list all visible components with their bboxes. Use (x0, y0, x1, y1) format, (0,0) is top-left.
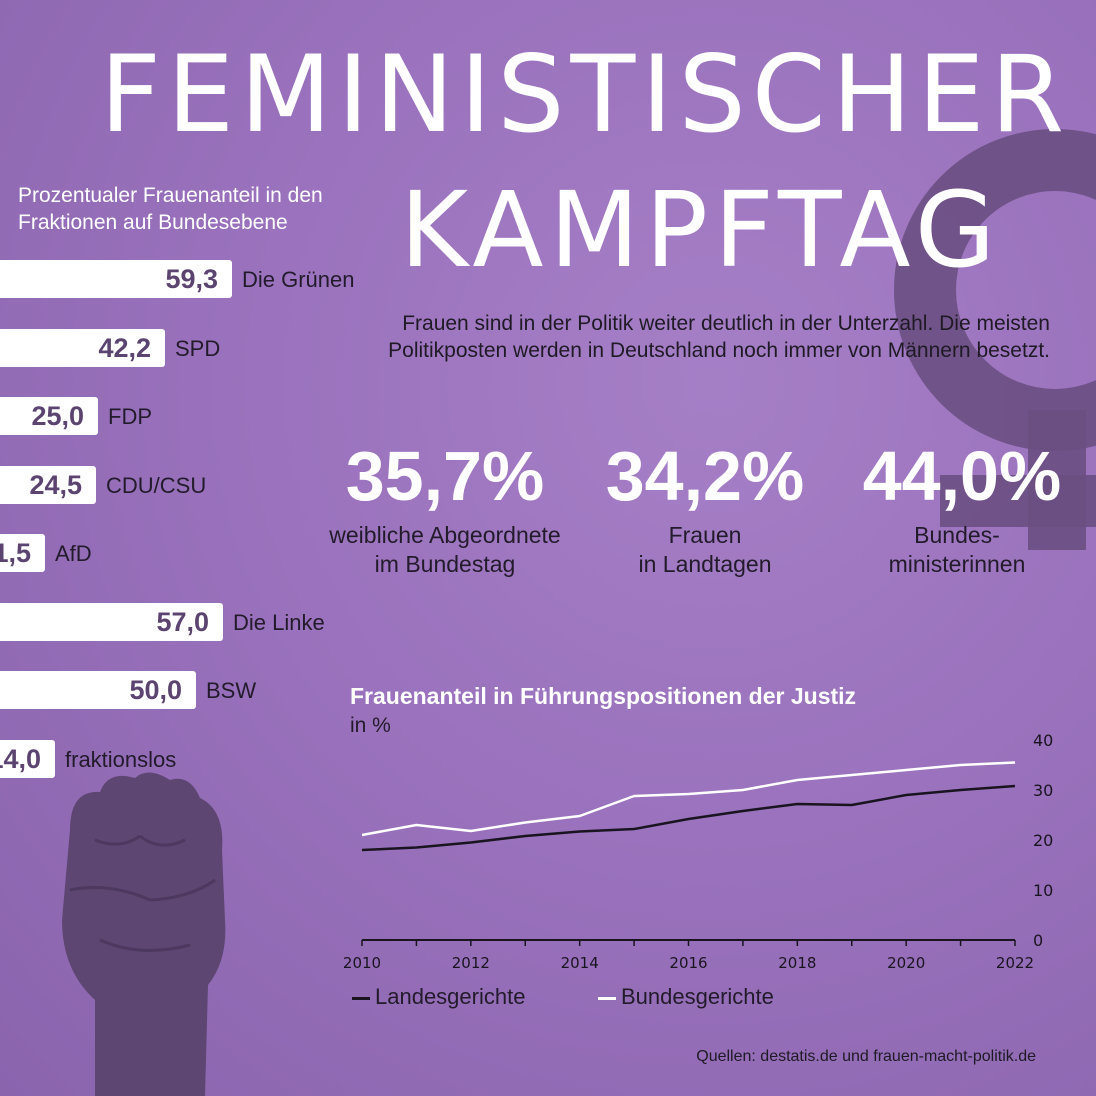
bar-value-label: 24,5 (29, 470, 82, 500)
stat-label-landtage-line2: in Landtagen (638, 551, 772, 577)
legend-landesgerichte: Landesgerichte (352, 984, 525, 1010)
y-tick-label: 30 (1033, 781, 1053, 800)
bar: 14,0 (0, 740, 55, 778)
bar-value-label: 14,0 (0, 744, 41, 774)
stat-value-ministerinnen: 44,0% (862, 437, 1062, 515)
bar-category-label: AfD (55, 541, 92, 566)
bar-category-label: BSW (206, 678, 257, 703)
stat-label-landtage: Frauen in Landtagen (565, 521, 845, 579)
bar-value-label: 57,0 (156, 607, 209, 637)
x-tick-label: 2020 (887, 954, 925, 972)
stat-label-landtage-line1: Frauen (668, 522, 742, 548)
stat-value-bundestag: 35,7% (345, 437, 545, 515)
y-tick-label: 10 (1033, 881, 1053, 900)
bar-category-label: fraktionslos (65, 747, 177, 772)
bar-value-label: 25,0 (31, 401, 84, 431)
x-tick-label: 2010 (343, 954, 381, 972)
bar-value-label: 11,5 (0, 538, 31, 568)
bar-chart-title: Prozentualer Frauenanteil in den Fraktio… (18, 184, 323, 234)
bar-category-label: Die Linke (233, 610, 325, 635)
main-title-line2: KAMPFTAG (400, 169, 1002, 291)
bar: 24,5 (0, 466, 96, 504)
legend-bundesgerichte: Bundesgerichte (598, 984, 774, 1010)
bar-category-label: Die Grünen (242, 267, 355, 292)
stat-label-ministerinnen: Bundes- ministerinnen (822, 521, 1092, 579)
stat-label-bundestag-line1: weibliche Abgeordnete (329, 522, 561, 548)
line-chart-title: Frauenanteil in Führungspositionen der J… (350, 683, 857, 709)
source-note: Quellen: destatis.de und frauen-macht-po… (696, 1048, 1036, 1065)
y-tick-label: 40 (1033, 731, 1053, 750)
bar: 25,0 (0, 397, 98, 435)
bar-value-label: 59,3 (165, 264, 218, 294)
stat-label-ministerinnen-line2: ministerinnen (888, 551, 1026, 577)
series-line-landesgerichte (361, 784, 1016, 852)
bar: 42,2 (0, 329, 165, 367)
bar: 50,0 (0, 671, 196, 709)
series-line-bundesgerichte (361, 761, 1016, 837)
bar-category-label: CDU/CSU (106, 473, 207, 498)
stat-label-ministerinnen-line1: Bundes- (914, 522, 1000, 548)
bar: 59,3 (0, 260, 232, 298)
x-tick-label: 2014 (561, 954, 599, 972)
legend-swatch-bundesgerichte (598, 996, 616, 1000)
x-tick-label: 2022 (996, 954, 1034, 972)
bar-category-label: SPD (175, 336, 221, 361)
legend-label-bundesgerichte: Bundesgerichte (621, 984, 774, 1009)
y-tick-label: 20 (1033, 831, 1053, 850)
line-chart-unit: in % (350, 714, 391, 737)
bar-category-label: FDP (108, 404, 152, 429)
x-tick-label: 2012 (452, 954, 490, 972)
x-tick-label: 2018 (778, 954, 816, 972)
legend-swatch-landesgerichte (352, 996, 370, 1000)
bar-value-label: 50,0 (129, 675, 182, 705)
intro-text: Frauen sind in der Politik weiter deutli… (388, 312, 1050, 362)
justice-line-chart: 2010 2012 2014 2016 2018 2020 2022 0 10 20 30 40 (343, 731, 1053, 972)
y-tick-label: 0 (1033, 931, 1043, 950)
main-title-line1: FEMINISTISCHER (100, 33, 1071, 156)
female-symbol-icon (894, 129, 1096, 550)
stat-label-bundestag-line2: im Bundestag (374, 551, 516, 577)
legend-label-landesgerichte: Landesgerichte (375, 984, 526, 1009)
stat-value-landtage: 34,2% (605, 437, 805, 515)
stat-label-bundestag: weibliche Abgeordnete im Bundestag (295, 521, 595, 579)
bar: 11,5 (0, 534, 45, 572)
x-tick-label: 2016 (669, 954, 707, 972)
bar-value-label: 42,2 (98, 333, 151, 363)
raised-fist-icon (62, 772, 226, 1096)
bar: 57,0 (0, 603, 223, 641)
